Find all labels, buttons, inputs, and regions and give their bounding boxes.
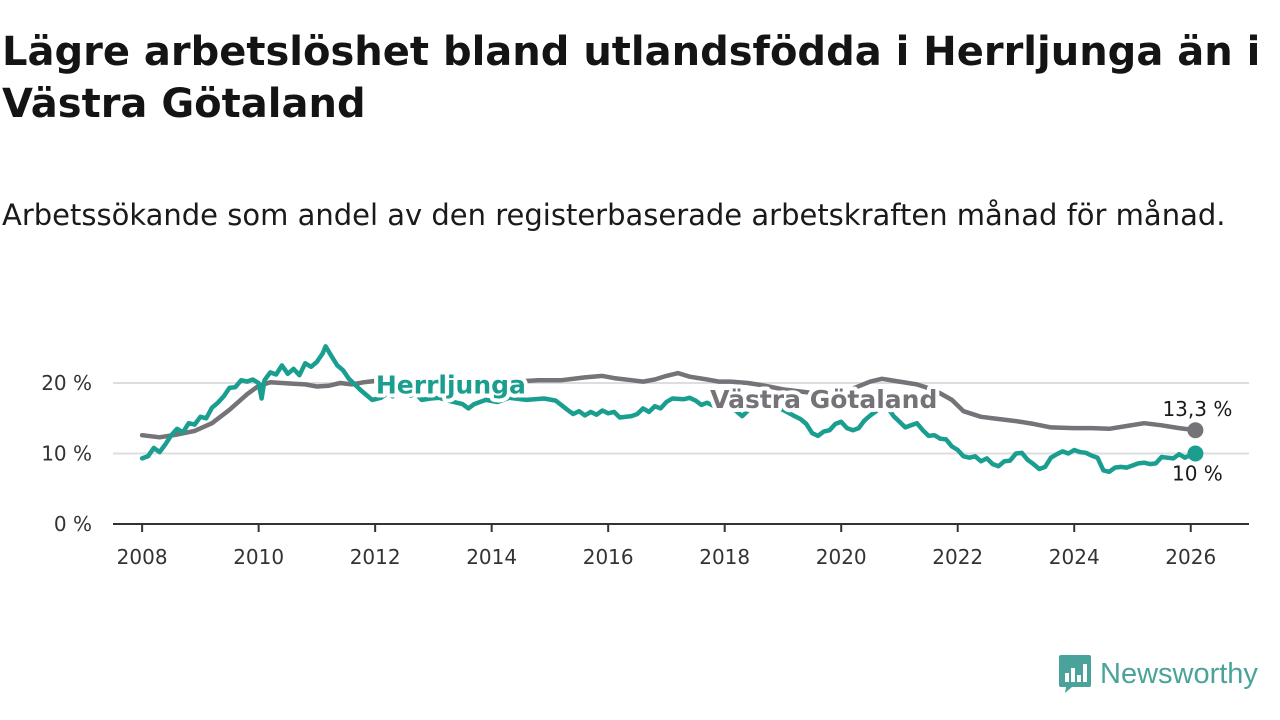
y-tick-label: 0 % xyxy=(54,512,92,536)
end-point-herrljunga xyxy=(1187,445,1204,462)
series-label-herrljunga: Herrljunga xyxy=(376,370,526,399)
series-label-v-stra-g-taland: Västra Götaland xyxy=(710,385,937,414)
end-value-label-v-stra-g-taland: 13,3 % xyxy=(1162,397,1232,421)
series-line-v-stra-g-taland xyxy=(139,370,1198,440)
newsworthy-logo-text: Newsworthy xyxy=(1100,657,1258,690)
y-tick-label: 20 % xyxy=(41,371,92,395)
x-tick-label: 2014 xyxy=(466,545,517,569)
x-tick-label: 2016 xyxy=(583,545,634,569)
newsworthy-logo-icon xyxy=(1059,655,1091,693)
x-tick-label: 2024 xyxy=(1049,545,1100,569)
x-tick-label: 2026 xyxy=(1165,545,1216,569)
x-tick-label: 2018 xyxy=(699,545,750,569)
x-tick-label: 2020 xyxy=(816,545,867,569)
end-point-v-stra-g-taland xyxy=(1187,422,1204,439)
x-tick-label: 2022 xyxy=(932,545,983,569)
chart-title: Lägre arbetslöshet bland utlandsfödda i … xyxy=(2,29,1261,127)
line-chart: 0 % 10 % 20 % 2008 2010 2012 2014 2016 2018 2020 2… xyxy=(41,344,1249,569)
x-tick-label: 2008 xyxy=(117,545,168,569)
series-line-herrljunga xyxy=(139,344,1198,475)
x-tick-label: 2010 xyxy=(233,545,284,569)
end-value-label-herrljunga: 10 % xyxy=(1172,462,1223,486)
y-tick-label: 10 % xyxy=(41,442,92,466)
chart-subtitle: Arbetssökande som andel av den registerb… xyxy=(2,198,1226,232)
x-tick-label: 2012 xyxy=(350,545,401,569)
newsworthy-logo[interactable]: Newsworthy xyxy=(1058,654,1258,694)
